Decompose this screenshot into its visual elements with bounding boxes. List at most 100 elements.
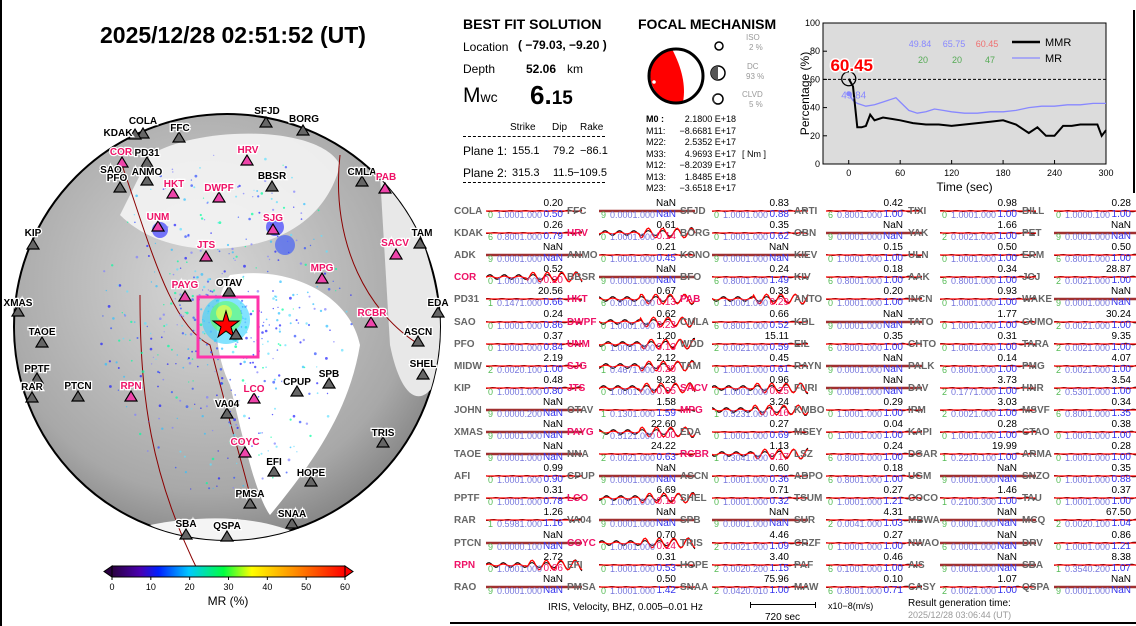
station-waveform-arma[interactable]: ARMA 0.28 0 1.000 1.000 1.00 [1020,441,1136,464]
station-waveform-snzo[interactable]: SNZO 0.35 0 1.000 1.000 0.88 [1020,463,1136,486]
station-waveform-shel[interactable]: SHEL 0.71 0 1.000 1.000 0.32 [678,485,809,508]
station-waveform-hnr[interactable]: HNR 3.54 2 0.530 1.000 1.00 [1020,375,1136,398]
station-waveform-cor[interactable]: COR 0.52 0 1.000 1.000 0.20 [452,264,583,287]
station-xmas[interactable]: XMAS [2,297,34,317]
station-coyc[interactable]: COYC [229,436,261,458]
station-waveform-casy[interactable]: CASY 1.07 2 0.002 1.000 1.00 [906,574,1037,597]
station-waveform-uln[interactable]: ULN 0.50 0 1.000 1.000 1.00 [906,242,1037,265]
station-waveform-pd31[interactable]: PD31 20.56 1 0.147 1.000 0.66 [452,286,582,309]
station-cor[interactable]: COR [109,146,134,168]
station-waveform-hrv[interactable]: HRV 0.61 0 1.000 1.000 0.14 [565,220,696,243]
station-waveform-msey[interactable]: MSEY 0.04 0 1.000 1.000 1.00 [792,419,923,442]
station-waveform-nwao[interactable]: NWAO NaN 6 0.000 1.000 NaN [906,530,1036,553]
station-waveform-sfjd[interactable]: SFJD 0.83 0 1.000 1.000 0.88 [678,198,809,221]
station-waveform-pptf[interactable]: PPTF 0.31 0 1.000 1.000 0.78 [452,485,583,508]
station-ffc[interactable]: FFC [169,122,191,143]
station-sacv[interactable]: SACV [380,237,410,260]
station-lco[interactable]: LCO [242,383,266,404]
station-kdak[interactable]: KDAK [102,127,143,140]
station-waveform-anmo[interactable]: ANMO 0.21 0 1.000 1.000 0.45 [565,242,696,265]
station-taoe[interactable]: TAOE [27,326,57,348]
station-waveform-bbsr[interactable]: BBSR NaN 9 0.000 1.000 NaN [565,264,695,287]
station-hrv[interactable]: HRV [236,144,260,166]
station-waveform-xmas[interactable]: XMAS NaN 9 0.000 1.000 NaN [452,419,582,442]
station-waveform-cmla[interactable]: CMLA 0.66 6 0.800 1.000 0.52 [678,309,808,332]
station-waveform-wake[interactable]: WAKE NaN 9 0.000 1.000 NaN [1020,286,1136,309]
station-sba[interactable]: SBA [174,518,198,540]
station-waveform-pab[interactable]: PAB 0.33 0 1.000 1.000 0.29 [678,286,809,309]
station-shel[interactable]: SHEL [408,358,438,380]
station-hope[interactable]: HOPE [296,467,327,487]
station-waveform-pet[interactable]: PET NaN 9 0.000 1.000 NaN [1020,220,1136,243]
station-waveform-spb[interactable]: SPB NaN 9 0.000 1.000 NaN [678,507,808,530]
station-waveform-kiv[interactable]: KIV 0.18 6 0.800 1.000 1.00 [792,264,923,287]
station-waveform-abpo[interactable]: ABPO 0.18 6 0.800 1.000 1.00 [792,463,923,486]
station-waveform-ipm[interactable]: IPM 3.03 2 0.002 1.000 1.00 [906,397,1037,420]
station-waveform-jts[interactable]: JTS 9.23 0 1.000 1.000 0.05 [565,375,696,398]
station-waveform-nna[interactable]: NNA 24.22 2 0.002 1.000 0.63 [565,441,696,464]
station-waveform-chto[interactable]: CHTO 0.31 0 1.000 1.000 1.00 [906,331,1037,354]
station-pab[interactable]: PAB [375,171,397,194]
station-waveform-rao[interactable]: RAO NaN 9 0.000 1.000 NaN [452,574,582,597]
station-waveform-tam[interactable]: TAM 0.45 0 1.000 1.000 0.61 [678,353,809,376]
station-waveform-erm[interactable]: ERM 0.50 6 0.800 1.000 1.00 [1020,242,1136,265]
station-snaa[interactable]: SNAA [277,508,307,529]
station-waveform-ascn[interactable]: ASCN 0.60 0 1.000 1.000 0.36 [678,463,809,486]
station-waveform-bfo[interactable]: BFO 0.24 6 0.800 1.000 1.49 [678,264,809,287]
station-payg[interactable]: PAYG [170,279,200,302]
station-waveform-sjg[interactable]: SJG 2.12 1 0.467 1.000 0.20 [565,353,696,376]
station-efi[interactable]: EFI [265,456,283,477]
station-unm[interactable]: UNM [145,211,171,232]
station-borg[interactable]: BORG [288,113,320,136]
station-waveform-midw[interactable]: MIDW 2.19 2 0.002 0.100 1.00 [452,353,582,376]
station-waveform-rcbr[interactable]: RCBR 1.13 1 0.304 1.000 0.17 [678,441,809,464]
station-waveform-dwpf[interactable]: DWPF 0.62 0 1.000 1.000 0.23 [565,309,696,332]
station-tris[interactable]: TRIS [370,427,396,448]
station-waveform-tsum[interactable]: TSUM 0.27 0 1.000 1.000 1.21 [792,485,923,508]
station-waveform-mpg[interactable]: MPG 3.24 1 0.523 1.000 0.16 [678,397,809,420]
station-qspa[interactable]: QSPA [212,520,242,542]
station-waveform-paf[interactable]: PAF 0.46 6 0.100 1.000 1.00 [792,552,923,575]
station-jts[interactable]: JTS [196,239,217,262]
station-waveform-coyc[interactable]: COYC 0.70 0 1.000 1.000 0.14 [565,530,696,553]
station-waveform-pmsa[interactable]: PMSA 0.50 0 1.000 1.000 1.42 [565,574,696,597]
station-bbsr[interactable]: BBSR [257,170,288,192]
station-waveform-anto[interactable]: ANTO 0.20 0 1.000 1.000 1.00 [792,286,922,309]
station-mpg[interactable]: MPG [309,262,335,284]
station-waveform-sur[interactable]: SUR 4.31 2 0.004 1.000 1.03 [792,507,923,530]
station-waveform-unm[interactable]: UNM 1.20 0 1.000 1.000 0.13 [565,331,696,354]
station-waveform-msvf[interactable]: MSVF 0.34 6 0.800 1.000 1.35 [1020,397,1136,420]
station-waveform-tixi[interactable]: TIXI 0.98 0 1.000 1.000 1.00 [906,198,1036,221]
station-waveform-ctao[interactable]: CTAO 0.38 0 1.000 1.000 1.00 [1020,419,1136,442]
station-cpup[interactable]: CPUP [282,376,312,397]
station-waveform-kbl[interactable]: KBL NaN 9 0.000 1.000 NaN [792,309,922,332]
station-hkt[interactable]: HKT [162,178,186,199]
station-waveform-cola[interactable]: COLA 0.20 0 1.000 1.000 0.50 [452,198,583,221]
station-waveform-wdd[interactable]: WDD 15.11 2 0.002 1.000 0.59 [678,331,809,354]
station-waveform-mbwa[interactable]: MBWA NaN 9 0.000 1.000 NaN [906,507,1036,530]
station-sfjd[interactable]: SFJD [253,105,281,128]
station-waveform-tato[interactable]: TATO 1.77 0 1.000 1.000 1.00 [906,309,1037,332]
station-waveform-ais[interactable]: AIS NaN 9 0.000 1.000 NaN [906,552,1036,575]
station-sao[interactable]: SAO [99,164,126,178]
station-waveform-borg[interactable]: BORG 0.35 0 1.000 1.000 0.62 [678,220,809,243]
station-otav[interactable]: OTAV [215,277,244,297]
station-waveform-kdak[interactable]: KDAK 0.26 6 0.800 1.000 0.79 [452,220,583,243]
station-waveform-maw[interactable]: MAW 0.10 6 0.800 1.000 0.71 [792,574,923,597]
station-waveform-yak[interactable]: YAK 1.66 2 0.002 1.000 1.00 [906,220,1037,243]
station-waveform-sao[interactable]: SAO 0.24 0 1.000 1.000 0.86 [452,309,583,332]
station-pd31[interactable]: PD31 [133,147,161,168]
station-waveform-dav[interactable]: DAV 3.73 2 0.177 1.000 1.00 [906,375,1037,398]
station-waveform-arti[interactable]: ARTI 0.42 6 0.800 1.000 1.00 [792,198,923,221]
station-waveform-incn[interactable]: INCN 0.93 0 1.000 1.000 1.00 [906,286,1037,309]
station-ascn[interactable]: ASCN [403,326,433,347]
station-waveform-lco[interactable]: LCO 6.69 0 1.000 1.000 0.15 [565,485,696,508]
station-waveform-adk[interactable]: ADK NaN 9 0.000 1.000 NaN [452,242,582,265]
station-waveform-kmbo[interactable]: KMBO 0.29 0 1.000 1.000 1.00 [792,397,923,420]
station-waveform-mcq[interactable]: MCQ 67.50 2 0.002 0.100 1.04 [1020,507,1136,530]
station-waveform-efi[interactable]: EFI 0.31 0 1.000 1.000 0.53 [565,552,696,575]
station-waveform-tau[interactable]: TAU 0.37 0 1.000 1.000 1.00 [1020,485,1136,508]
station-waveform-obn[interactable]: OBN NaN 9 0.000 1.000 NaN [792,220,922,243]
station-kip[interactable]: KIP [23,227,43,250]
station-waveform-furi[interactable]: FURI NaN 9 0.000 −1.000 NaN [792,375,922,398]
